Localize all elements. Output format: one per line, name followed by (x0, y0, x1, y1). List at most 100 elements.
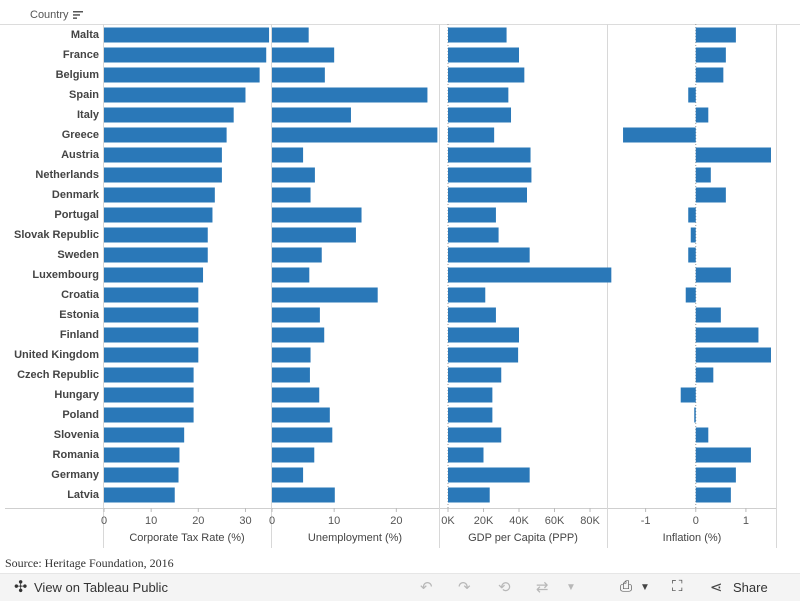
bar-poland (104, 407, 194, 423)
tick-label: 1 (743, 515, 749, 527)
tick-label: 20 (192, 515, 204, 527)
bar-poland (447, 407, 493, 423)
bar-denmark (104, 187, 215, 203)
bar-netherlands (695, 167, 711, 183)
country-label: Austria (61, 149, 100, 161)
bar-germany (272, 467, 304, 483)
fullscreen-icon[interactable]: ⛶ (672, 578, 683, 595)
bar-germany (695, 467, 736, 483)
undo-icon[interactable]: ↶ (420, 579, 433, 596)
bar-austria (447, 147, 531, 163)
bar-poland (694, 407, 696, 423)
download-dropdown-icon[interactable]: ▼ (640, 582, 650, 593)
country-label: Netherlands (35, 169, 99, 181)
bar-estonia (272, 307, 320, 323)
bar-denmark (272, 187, 311, 203)
share-button[interactable]: Share (733, 580, 768, 595)
bar-france (104, 47, 267, 63)
country-label: Czech Republic (17, 369, 99, 381)
country-label: Malta (71, 29, 100, 41)
bar-czech-republic (272, 367, 310, 383)
bar-denmark (695, 187, 726, 203)
download-icon[interactable]: ⎙ (620, 578, 633, 595)
tick-label: -1 (641, 515, 651, 527)
bar-belgium (104, 67, 260, 83)
bar-latvia (104, 487, 175, 503)
bar-greece (272, 127, 438, 143)
axis-title: Inflation (%) (663, 532, 722, 544)
country-label: Slovenia (54, 429, 100, 441)
bar-netherlands (272, 167, 315, 183)
bar-romania (272, 447, 315, 463)
bar-sweden (688, 247, 696, 263)
view-on-tableau-link[interactable]: View on Tableau Public (34, 580, 168, 595)
bar-croatia (685, 287, 696, 303)
tick-label: 10 (145, 515, 157, 527)
bar-czech-republic (104, 367, 194, 383)
country-label: Poland (62, 409, 99, 421)
bar-luxembourg (272, 267, 310, 283)
sort-icon[interactable] (73, 10, 83, 20)
bar-spain (104, 87, 246, 103)
chart: Malta France Belgium Spain Italy Greece Austri… (0, 24, 800, 548)
bar-latvia (272, 487, 335, 503)
refresh-dropdown-icon[interactable]: ▼ (566, 582, 576, 593)
country-label: Denmark (52, 189, 100, 201)
bar-portugal (447, 207, 496, 223)
bar-luxembourg (695, 267, 731, 283)
country-label: Croatia (61, 289, 100, 301)
bar-slovak-republic (690, 227, 696, 243)
bar-hungary (272, 387, 320, 403)
bar-belgium (272, 67, 325, 83)
bar-croatia (447, 287, 486, 303)
bar-united-kingdom (695, 347, 771, 363)
country-label: Greece (62, 129, 99, 141)
bar-estonia (695, 307, 721, 323)
bar-portugal (272, 207, 362, 223)
country-label: Estonia (59, 309, 100, 321)
bar-denmark (447, 187, 527, 203)
country-label: United Kingdom (14, 349, 99, 361)
country-label: Romania (53, 449, 100, 461)
bar-slovak-republic (272, 227, 356, 243)
country-label: Finland (60, 329, 99, 341)
bar-sweden (272, 247, 322, 263)
country-label: France (63, 49, 99, 61)
tick-label: 0 (269, 515, 275, 527)
bar-malta (447, 27, 507, 43)
bar-slovak-republic (447, 227, 499, 243)
bar-sweden (104, 247, 208, 263)
source-note: Source: Heritage Foundation, 2016 (5, 556, 174, 570)
axis-title: GDP per Capita (PPP) (468, 532, 578, 544)
share-icon[interactable]: ⋖ (710, 579, 723, 596)
redo-icon[interactable]: ↷ (458, 579, 471, 596)
bar-estonia (447, 307, 496, 323)
tick-label: 0 (693, 515, 699, 527)
bar-slovenia (695, 427, 709, 443)
tick-label: 40K (509, 515, 529, 527)
country-label: Spain (69, 89, 99, 101)
tick-label: 20K (474, 515, 494, 527)
revert-icon[interactable]: ⟲ (498, 579, 511, 596)
bar-portugal (688, 207, 696, 223)
tick-label: 0 (101, 515, 107, 527)
bar-poland (272, 407, 330, 423)
bar-malta (695, 27, 736, 43)
bar-finland (272, 327, 325, 343)
bar-france (695, 47, 726, 63)
row-header[interactable]: Country (30, 9, 69, 21)
bar-spain (447, 87, 509, 103)
refresh-icon[interactable]: ⇄ (536, 579, 549, 596)
bar-hungary (680, 387, 696, 403)
bar-spain (272, 87, 428, 103)
bar-belgium (695, 67, 724, 83)
bar-greece (104, 127, 227, 143)
bar-united-kingdom (447, 347, 519, 363)
bar-italy (695, 107, 709, 123)
axis-title: Corporate Tax Rate (%) (129, 532, 244, 544)
bar-finland (104, 327, 199, 343)
tableau-logo-icon: ✣ (14, 579, 28, 596)
bar-italy (272, 107, 351, 123)
bar-sweden (447, 247, 530, 263)
bar-romania (447, 447, 484, 463)
